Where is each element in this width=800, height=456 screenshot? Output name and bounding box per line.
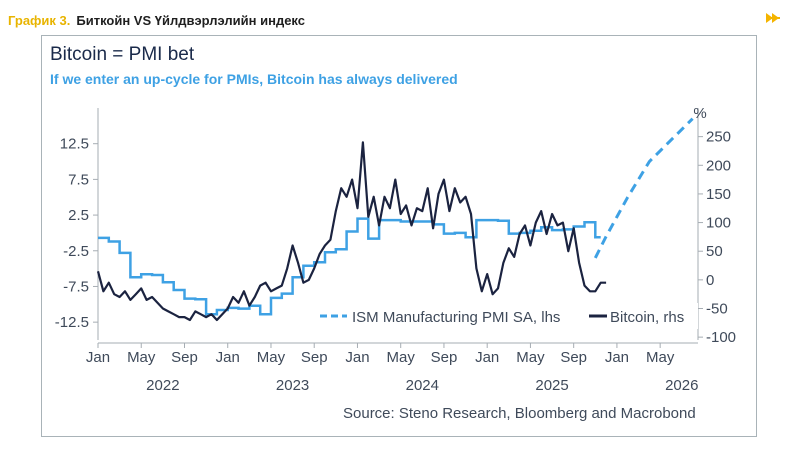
- legend-pmi-label: ISM Manufacturing PMI SA, lhs: [352, 309, 560, 326]
- x-tick-label: Sep: [431, 349, 458, 366]
- x-tick-label: Jan: [475, 349, 499, 366]
- x-tick-label: Jan: [345, 349, 369, 366]
- pmi-series-line: [98, 217, 601, 316]
- chart-source: Source: Steno Research, Bloomberg and Ma…: [343, 405, 696, 422]
- x-tick-label: Jan: [216, 349, 240, 366]
- x-tick-label: May: [127, 349, 156, 366]
- double-chevron-right-icon[interactable]: [766, 11, 786, 25]
- chart-subtitle: If we enter an up-cycle for PMIs, Bitcoi…: [50, 71, 458, 87]
- legend-box: [316, 303, 698, 329]
- x-year-label: 2023: [276, 377, 309, 394]
- right-tick-label: 200: [706, 157, 731, 174]
- figure-label: График 3.: [8, 12, 71, 28]
- x-year-label: 2026: [665, 377, 698, 394]
- x-tick-label: Jan: [86, 349, 110, 366]
- x-tick-label: Jan: [605, 349, 629, 366]
- left-tick-label: 2.5: [68, 207, 89, 224]
- left-tick-label: -2.5: [63, 243, 89, 260]
- chart-card: [41, 35, 757, 437]
- chart-title: Bitcoin = PMI bet: [50, 44, 195, 65]
- left-tick-label: -7.5: [63, 278, 89, 295]
- right-axis-unit: %: [693, 105, 706, 122]
- left-tick-label: -12.5: [55, 314, 89, 331]
- x-tick-label: May: [646, 349, 675, 366]
- x-tick-label: May: [387, 349, 416, 366]
- right-tick-label: 100: [706, 215, 731, 232]
- x-tick-label: May: [516, 349, 545, 366]
- right-tick-label: -100: [706, 329, 736, 346]
- right-tick-label: -50: [706, 300, 728, 317]
- x-tick-label: Sep: [560, 349, 587, 366]
- pmi-forecast-line: [593, 117, 694, 259]
- right-tick-label: 50: [706, 243, 723, 260]
- x-tick-label: May: [257, 349, 286, 366]
- left-tick-label: 7.5: [68, 171, 89, 188]
- x-year-label: 2025: [535, 377, 568, 394]
- figure-title: Биткойн VS Үйлдвэрлэлийн индекс: [76, 12, 305, 28]
- right-tick-label: 250: [706, 129, 731, 146]
- x-year-label: 2024: [406, 377, 439, 394]
- right-tick-label: 0: [706, 272, 714, 289]
- figure-header: График 3. Биткойн VS Үйлдвэрлэлийн индек…: [8, 10, 305, 30]
- x-year-label: 2022: [146, 377, 179, 394]
- bitcoin-series-line: [96, 141, 607, 322]
- right-tick-label: 150: [706, 186, 731, 203]
- left-tick-label: 12.5: [60, 136, 89, 153]
- x-tick-label: Sep: [301, 349, 328, 366]
- x-tick-label: Sep: [171, 349, 198, 366]
- legend-btc-label: Bitcoin, rhs: [610, 309, 684, 326]
